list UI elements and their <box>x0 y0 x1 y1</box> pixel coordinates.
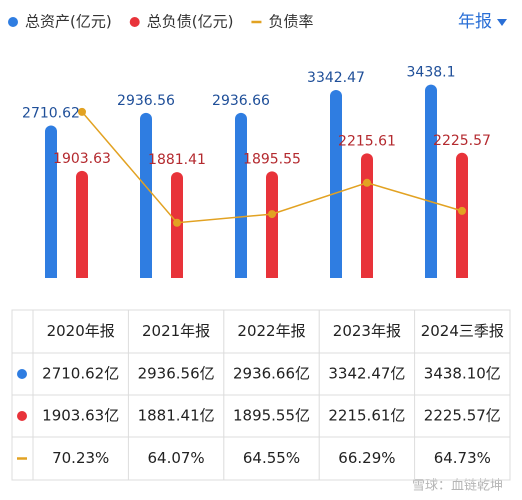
legend-label: 总负债(亿元) <box>147 13 234 31</box>
table-cell: 64.73% <box>434 449 491 467</box>
row-icon <box>17 411 27 421</box>
table-cell: 66.29% <box>338 449 395 467</box>
table-header: 2022年报 <box>237 322 305 340</box>
line-point <box>458 206 466 215</box>
table-cell: 2225.57亿 <box>424 407 501 425</box>
value-label: 2710.62 <box>22 106 80 122</box>
bar <box>456 152 468 278</box>
period-selector[interactable]: 年报 <box>458 12 507 32</box>
table-cell: 1895.55亿 <box>233 407 310 425</box>
table-cell: 2936.66亿 <box>233 365 310 383</box>
bar <box>235 112 247 278</box>
value-label: 2936.66 <box>212 93 270 109</box>
table-header: 2021年报 <box>142 322 210 340</box>
table-cell: 3438.10亿 <box>424 365 501 383</box>
line-point <box>268 210 276 219</box>
row-icon <box>17 369 27 379</box>
value-label: 3438.1 <box>407 65 456 81</box>
legend-label: 负债率 <box>268 13 313 31</box>
legend-label: 总资产(亿元) <box>25 13 112 31</box>
value-label: 1903.63 <box>53 151 111 167</box>
table-cell: 70.23% <box>52 449 109 467</box>
table-cell: 2936.56亿 <box>138 365 215 383</box>
bar <box>45 125 57 278</box>
table-cell: 3342.47亿 <box>328 365 405 383</box>
table-cell: 1903.63亿 <box>42 407 119 425</box>
value-label: 2936.56 <box>117 93 175 109</box>
value-label: 2225.57 <box>433 133 491 149</box>
line-point <box>173 218 181 227</box>
legend-dot <box>8 17 18 27</box>
value-label: 1881.41 <box>148 152 206 168</box>
value-label: 2215.61 <box>338 133 396 149</box>
bar <box>76 170 88 278</box>
bar <box>361 153 373 278</box>
watermark: 雪球：血链乾坤 <box>412 479 503 494</box>
table-header: 2020年报 <box>47 322 115 340</box>
legend-dot <box>129 17 140 27</box>
bar <box>266 171 278 278</box>
line-point <box>78 107 86 116</box>
table-cell: 64.55% <box>243 449 300 467</box>
table-header: 2023年报 <box>333 322 401 340</box>
table-cell: 1881.41亿 <box>138 407 215 425</box>
line-point <box>363 178 371 187</box>
bar <box>330 89 342 279</box>
value-label: 3342.47 <box>307 70 365 86</box>
bar <box>425 84 437 278</box>
table-cell: 2710.62亿 <box>42 365 119 383</box>
dropdown-arrow[interactable] <box>497 19 507 26</box>
bar <box>140 112 152 278</box>
table-header: 2024三季报 <box>421 322 504 340</box>
value-label: 1895.55 <box>243 151 301 167</box>
period-label[interactable]: 年报 <box>458 12 492 32</box>
table-cell: 2215.61亿 <box>328 407 405 425</box>
table-cell: 64.07% <box>147 449 204 467</box>
